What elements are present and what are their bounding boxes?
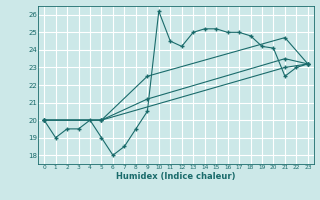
- X-axis label: Humidex (Indice chaleur): Humidex (Indice chaleur): [116, 172, 236, 181]
